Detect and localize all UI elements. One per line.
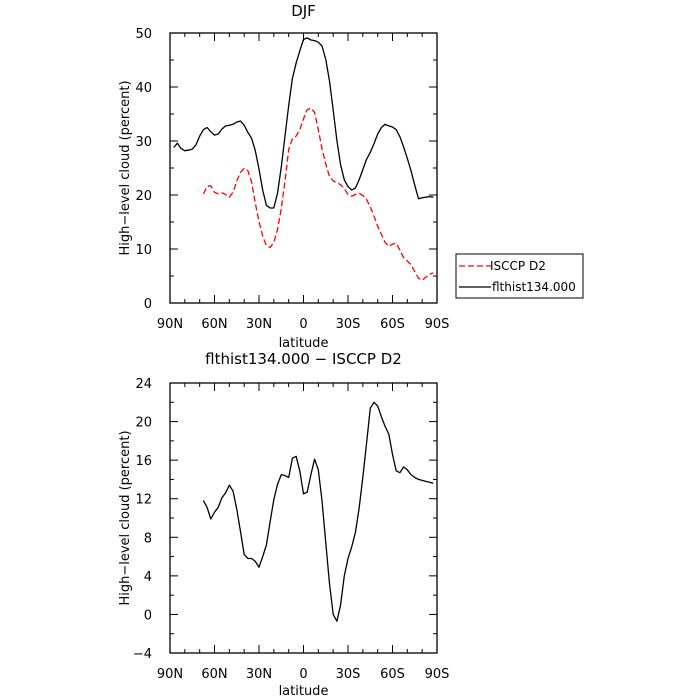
bottom-x-tick-label: 90S [425, 667, 450, 682]
bottom-x-tick-label: 60S [380, 667, 405, 682]
top-panel: DJF High−level cloud (percent) latitude … [118, 2, 584, 351]
top-chart-title: DJF [291, 2, 316, 20]
bottom-x-axis-label: latitude [279, 684, 329, 699]
bottom-y-tick-label: 16 [135, 454, 152, 469]
legend-label-isccp: ISCCP D2 [490, 259, 546, 273]
top-y-axis-label: High−level cloud (percent) [118, 80, 133, 255]
legend-label-flthist: flthist134.000 [492, 280, 576, 294]
bottom-chart-title: flthist134.000 − ISCCP D2 [205, 350, 402, 368]
bottom-y-tick-label: 20 [135, 416, 152, 431]
top-x-tick-label: 30S [336, 317, 361, 332]
bottom-panel: flthist134.000 − ISCCP D2 High−level clo… [118, 350, 449, 699]
bottom-y-tick-label: 4 [144, 570, 152, 585]
top-x-tick-label: 90N [157, 317, 183, 332]
top-y-tick-label: 50 [135, 27, 152, 42]
top-x-tick-label: 30N [246, 317, 272, 332]
top-y-tick-label: 0 [144, 297, 152, 312]
bottom-x-tick-label: 60N [201, 667, 227, 682]
top-x-tick-label: 90S [425, 317, 450, 332]
bottom-x-tick-label: 0 [299, 667, 307, 682]
top-y-tick-label: 20 [135, 189, 152, 204]
bottom-series-line-0 [202, 401, 434, 622]
bottom-y-tick-label: −4 [133, 647, 152, 662]
bottom-x-tick-label: 30S [336, 667, 361, 682]
top-x-tick-label: 60N [201, 317, 227, 332]
top-series-line-0 [202, 107, 434, 281]
legend-box [455, 253, 584, 299]
top-x-tick-label: 60S [380, 317, 405, 332]
top-x-axis-label: latitude [279, 336, 329, 351]
bottom-x-tick-label: 90N [157, 667, 183, 682]
top-x-tick-label: 0 [299, 317, 307, 332]
top-y-tick-label: 10 [135, 243, 152, 258]
top-y-tick-label: 40 [135, 81, 152, 96]
top-y-tick-label: 30 [135, 135, 152, 150]
bottom-y-tick-label: 8 [144, 531, 152, 546]
bottom-y-tick-label: 0 [144, 608, 152, 623]
top-series-line-1 [173, 37, 434, 209]
legend: ISCCP D2 flthist134.000 [455, 253, 584, 299]
bottom-y-axis-label: High−level cloud (percent) [118, 430, 133, 605]
bottom-y-tick-label: 24 [135, 377, 152, 392]
bottom-y-tick-label: 12 [135, 493, 152, 508]
top-plot-frame [169, 32, 438, 304]
bottom-x-tick-label: 30N [246, 667, 272, 682]
